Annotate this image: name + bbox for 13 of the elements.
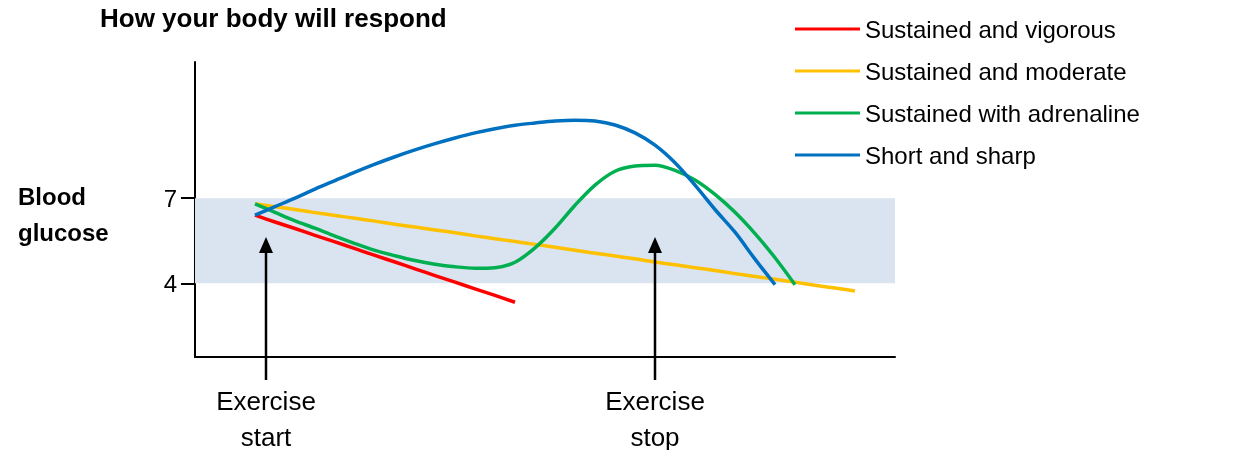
line-series: [253, 118, 777, 287]
legend-label: Sustained with adrenaline: [865, 99, 1140, 127]
legend-label: Short and sharp: [865, 141, 1036, 169]
legend-label: Sustained and moderate: [865, 57, 1127, 85]
y-tick-label: 4: [163, 269, 177, 297]
chart-title: How your body will respond: [100, 3, 447, 33]
line-series: [253, 163, 797, 287]
text: Exercise start: [216, 386, 316, 450]
line-series: [253, 213, 517, 304]
legend-label: Sustained and vigorous: [865, 15, 1116, 43]
y-axis-title: Blood glucose: [18, 182, 109, 246]
y-tick-label: 7: [163, 184, 177, 212]
line-series: [253, 202, 857, 293]
